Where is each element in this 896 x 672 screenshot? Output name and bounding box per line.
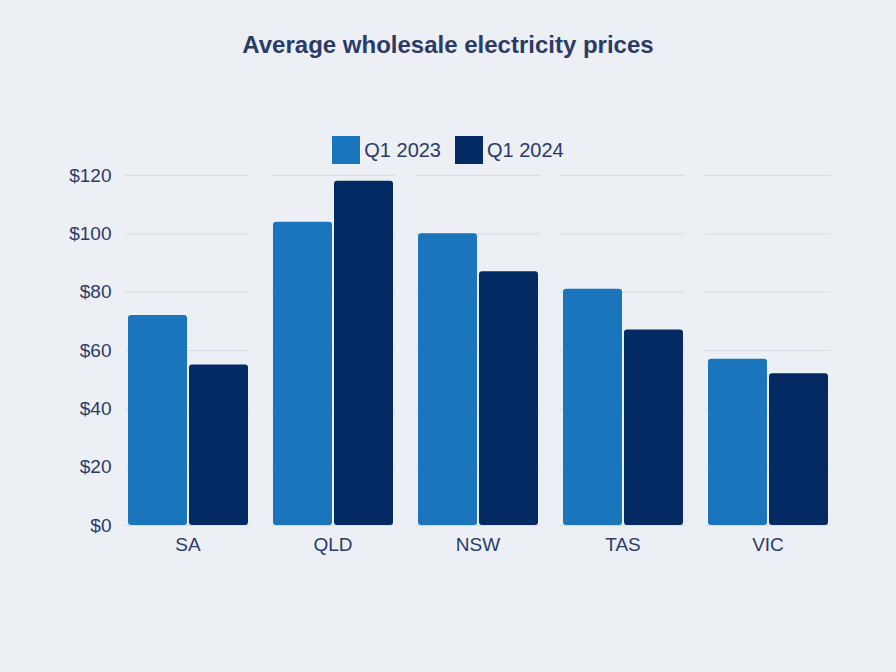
html-text:Q1 2024: Q1 2024 xyxy=(487,138,564,161)
svg-text:TAS: TAS xyxy=(605,534,641,555)
svg-text:NSW: NSW xyxy=(456,534,500,555)
svg-text:$20: $20 xyxy=(80,456,112,477)
html-text:Average wholesale electricity: Average wholesale electricity prices xyxy=(242,31,654,58)
svg-text:$0: $0 xyxy=(90,515,111,536)
svg-text:$120: $120 xyxy=(69,165,111,186)
svg-text:SA: SA xyxy=(175,534,201,555)
svg-text:VIC: VIC xyxy=(752,534,784,555)
svg-text:$100: $100 xyxy=(69,223,111,244)
html-text:Q1 2023: Q1 2023 xyxy=(364,138,441,161)
svg-text:$80: $80 xyxy=(80,281,112,302)
svg-text:$60: $60 xyxy=(80,340,112,361)
svg-text:$40: $40 xyxy=(80,398,112,419)
svg-text:QLD: QLD xyxy=(313,534,352,555)
